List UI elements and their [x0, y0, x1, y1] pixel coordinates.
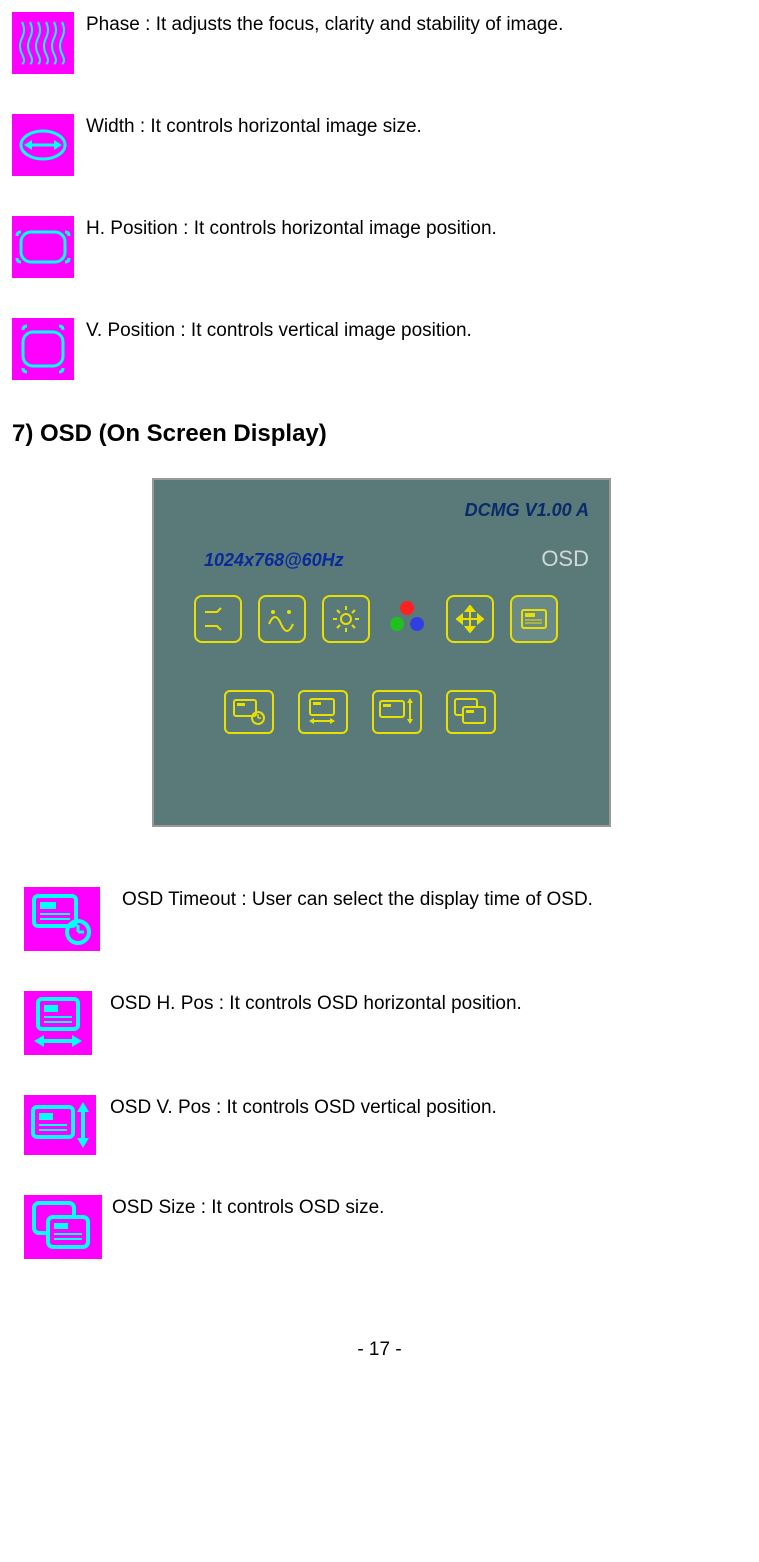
width-icon [12, 114, 74, 176]
item-text: H. Position : It controls horizontal ima… [86, 216, 497, 240]
osd-main-icons [194, 595, 558, 643]
item-text: OSD Size : It controls OSD size. [112, 1195, 384, 1219]
osd-sub-size [446, 690, 496, 734]
item-width: Width : It controls horizontal image siz… [12, 114, 747, 176]
osd-icon-move [446, 595, 494, 643]
osd-icon-wave [258, 595, 306, 643]
osd-sub-icons [224, 690, 496, 734]
item-text: Phase : It adjusts the focus, clarity an… [86, 12, 563, 36]
osd-icon-osd-selected [510, 595, 558, 643]
osd-sub-timeout [224, 690, 274, 734]
osd-label: OSD [541, 546, 589, 572]
item-text: OSD V. Pos : It controls OSD vertical po… [110, 1095, 497, 1119]
hposition-icon [12, 216, 74, 278]
item-text: OSD Timeout : User can select the displa… [122, 887, 593, 911]
item-vposition: V. Position : It controls vertical image… [12, 318, 747, 380]
osd-sub-vpos [372, 690, 422, 734]
item-osd-timeout: OSD Timeout : User can select the displa… [24, 887, 747, 951]
vposition-icon [12, 318, 74, 380]
osd-resolution: 1024x768@60Hz [204, 550, 344, 571]
osd-timeout-icon [24, 887, 100, 951]
section-heading: 7) OSD (On Screen Display) [12, 420, 747, 448]
osd-vpos-icon [24, 1095, 96, 1155]
item-osd-hpos: OSD H. Pos : It controls OSD horizontal … [24, 991, 747, 1055]
page-number: - 17 - [12, 1339, 747, 1361]
osd-size-icon [24, 1195, 102, 1259]
osd-hpos-icon [24, 991, 92, 1055]
osd-version: DCMG V1.00 A [465, 500, 589, 521]
osd-sub-hpos [298, 690, 348, 734]
item-text: OSD H. Pos : It controls OSD horizontal … [110, 991, 522, 1015]
item-text: V. Position : It controls vertical image… [86, 318, 472, 342]
item-osd-size: OSD Size : It controls OSD size. [24, 1195, 747, 1259]
item-phase: Phase : It adjusts the focus, clarity an… [12, 12, 747, 74]
phase-icon [12, 12, 74, 74]
item-hposition: H. Position : It controls horizontal ima… [12, 216, 747, 278]
osd-icon-input [194, 595, 242, 643]
item-osd-vpos: OSD V. Pos : It controls OSD vertical po… [24, 1095, 747, 1155]
osd-panel: DCMG V1.00 A 1024x768@60Hz OSD [152, 478, 611, 827]
osd-icon-brightness [322, 595, 370, 643]
osd-icon-rgb [386, 597, 430, 641]
item-text: Width : It controls horizontal image siz… [86, 114, 422, 138]
